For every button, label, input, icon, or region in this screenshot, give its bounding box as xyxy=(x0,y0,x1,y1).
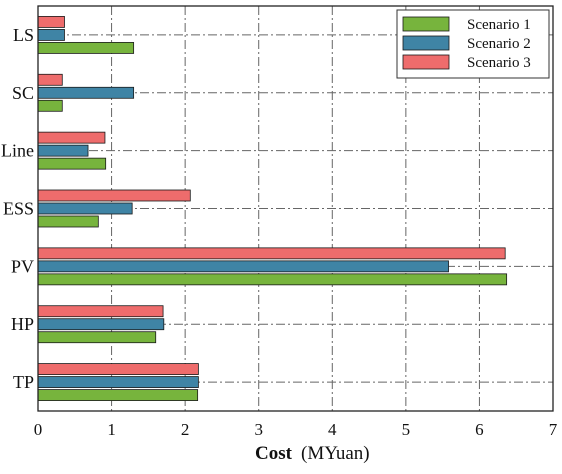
x-tick-label: 0 xyxy=(34,420,43,439)
bar-ls-scenario-3 xyxy=(37,16,65,28)
bar-line-scenario-3 xyxy=(37,131,106,144)
y-tick-label: TP xyxy=(13,372,34,392)
bar-tp-scenario-3 xyxy=(37,363,199,375)
x-axis-title: Cost (MYuan) xyxy=(255,443,370,464)
bar-ls-scenario-2 xyxy=(37,29,65,41)
x-tick-label: 6 xyxy=(475,420,484,439)
x-tick-label: 5 xyxy=(402,420,411,439)
y-tick-label: SC xyxy=(12,83,34,103)
bar-ess-scenario-2 xyxy=(37,202,133,215)
y-tick-label: HP xyxy=(11,314,34,334)
bar-tp-scenario-1 xyxy=(37,389,199,401)
y-tick-label: PV xyxy=(11,256,34,276)
bar-hp-scenario-1 xyxy=(37,331,157,344)
legend-swatch xyxy=(402,54,450,70)
bar-ess-scenario-1 xyxy=(37,215,99,228)
bar-ess-scenario-3 xyxy=(37,189,191,202)
bar-sc-scenario-3 xyxy=(37,73,63,86)
x-tick-label: 7 xyxy=(549,420,558,439)
x-axis-label: Cost xyxy=(255,443,293,464)
x-tick-label: 1 xyxy=(107,420,116,439)
bar-sc-scenario-2 xyxy=(37,86,135,99)
legend-label: Scenario 1 xyxy=(467,17,531,33)
bar-line-scenario-1 xyxy=(37,157,107,170)
bar-tp-scenario-2 xyxy=(37,376,199,388)
x-axis-unit: (MYuan) xyxy=(301,443,370,464)
bar-ls-scenario-1 xyxy=(37,42,135,54)
legend-swatch xyxy=(402,35,450,51)
bar-sc-scenario-1 xyxy=(37,99,63,112)
bar-pv-scenario-3 xyxy=(37,247,506,260)
bar-pv-scenario-2 xyxy=(37,260,449,273)
legend-swatch xyxy=(402,16,450,32)
plot-frame xyxy=(37,5,554,412)
legend: Scenario 1 Scenario 2 Scenario 3 xyxy=(396,9,550,79)
bar-hp-scenario-2 xyxy=(37,318,165,331)
x-tick-label: 3 xyxy=(254,420,263,439)
y-tick-label: ESS xyxy=(3,199,34,219)
bar-pv-scenario-1 xyxy=(37,273,508,286)
tick-labels: 0 1 2 3 4 5 6 7 TP HP PV ESS Line SC LS xyxy=(1,25,558,439)
x-tick-label: 4 xyxy=(328,420,337,439)
bar-line-scenario-2 xyxy=(37,144,89,157)
x-tick-label: 2 xyxy=(181,420,190,439)
legend-label: Scenario 2 xyxy=(467,36,531,52)
bar-hp-scenario-3 xyxy=(37,305,164,318)
y-tick-label: Line xyxy=(1,141,34,161)
legend-label: Scenario 3 xyxy=(467,55,531,71)
y-tick-label: LS xyxy=(13,25,34,45)
